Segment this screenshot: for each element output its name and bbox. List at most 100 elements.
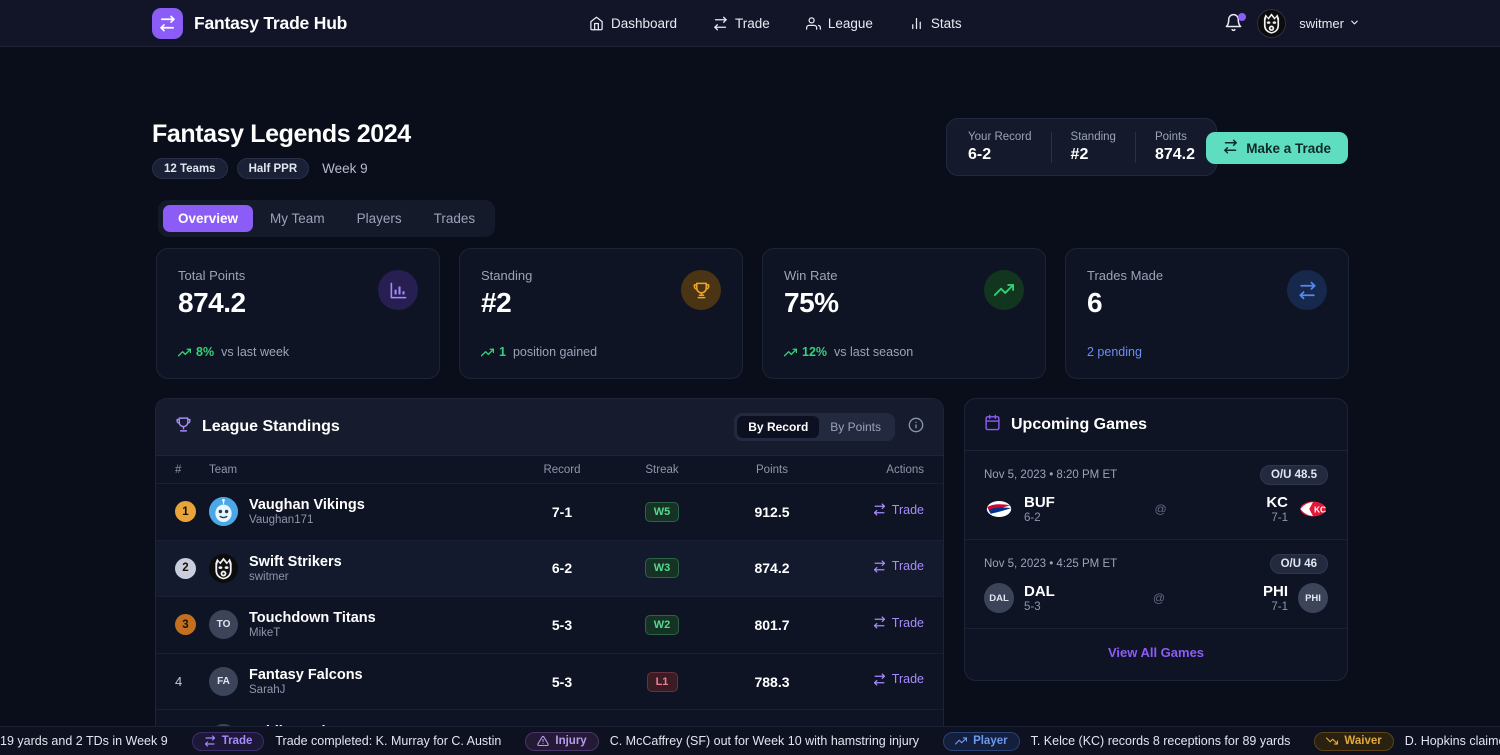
badge-label: Waiver: [1344, 735, 1382, 747]
trending-up-icon: [178, 348, 191, 356]
table-row[interactable]: 4 FA Fantasy Falcons SarahJ 5-3 L1 788.3 Trade: [156, 654, 943, 711]
trade-label: Trade: [891, 502, 924, 517]
tab-overview[interactable]: Overview: [163, 205, 254, 232]
table-row[interactable]: 1 Vaughan Vikings Vaughan171 7-1 W5 912.5 Trad…: [156, 484, 943, 541]
ticker-text: 19 yards and 2 TDs in Week 9: [0, 734, 168, 748]
svg-text:KC: KC: [1314, 504, 1326, 514]
rank-number: 4: [175, 673, 183, 689]
ticker-item[interactable]: 19 yards and 2 TDs in Week 9: [0, 734, 192, 748]
avatar[interactable]: [1257, 9, 1287, 38]
pending-trades-link[interactable]: 2 pending: [1087, 345, 1142, 359]
trade-label: Trade: [891, 672, 924, 687]
card-footer: 2 pending: [1087, 345, 1142, 359]
team-record: 5-3: [1024, 601, 1041, 613]
page-body: Fantasy Legends 2024 12 Teams Half PPR W…: [0, 47, 1500, 755]
nav-item-dashboard[interactable]: Dashboard: [589, 16, 677, 31]
streak-cell: W2: [612, 614, 712, 635]
table-row[interactable]: 3 TO Touchdown Titans MikeT 5-3 W2 801.7 Trade: [156, 597, 943, 654]
header-stat-your-record: Your Record 6-2: [967, 131, 1051, 164]
ticker-item[interactable]: Waiver D. Hopkins claimed off waivers: [1314, 731, 1500, 751]
game-row[interactable]: Nov 5, 2023 • 8:20 PM ET O/U 48.5 BUF 6-2 @ K…: [965, 451, 1347, 540]
trending-up-icon: [784, 348, 797, 356]
trophy-icon: [681, 270, 721, 310]
wolf-mascot-avatar: [1258, 10, 1286, 37]
at-symbol: @: [1152, 591, 1165, 605]
record-cell: 7-1: [551, 503, 573, 520]
home-info: PHI 7-1: [1263, 583, 1288, 613]
notifications-button[interactable]: [1224, 12, 1247, 35]
chiefs-logo-icon: KC: [1298, 494, 1328, 524]
home-team: KC 7-1 KC: [1266, 494, 1328, 524]
trade-swap-icon: [873, 503, 885, 516]
status-badge: W2: [644, 614, 680, 635]
nav-item-trade[interactable]: Trade: [713, 16, 770, 31]
news-ticker: 19 yards and 2 TDs in Week 9 Trade Trade c…: [0, 726, 1500, 755]
ticker-text: D. Hopkins claimed off waivers: [1404, 734, 1500, 748]
avatar-initials: FA: [217, 676, 230, 688]
upcoming-games-header: Upcoming Games: [965, 399, 1347, 451]
over-under-badge: O/U 46: [1269, 554, 1328, 574]
trade-swap-icon: [1287, 270, 1327, 310]
team-cell: TO Touchdown Titans MikeT: [209, 610, 512, 640]
ticker-badge-trade: Trade: [191, 731, 265, 751]
sort-by-points[interactable]: By Points: [830, 420, 881, 434]
card-foot-text: vs last week: [221, 345, 290, 359]
header-stat-strip: Your Record 6-2 Standing #2 Points 874.2: [946, 118, 1217, 176]
away-team: DAL DAL 5-3: [984, 583, 1055, 613]
trade-button[interactable]: Trade: [873, 616, 924, 630]
trending-up-icon: [481, 348, 494, 356]
home-info: KC 7-1: [1266, 494, 1288, 524]
username: switmer: [1299, 16, 1344, 31]
nav-item-league[interactable]: League: [805, 16, 873, 31]
rank-badge: 2: [175, 557, 196, 579]
divider: [1134, 131, 1136, 163]
home-team: PHI 7-1 PHI: [1263, 583, 1328, 613]
ticker-badge-waiver: Waiver: [1314, 731, 1394, 751]
status-badge: W3: [644, 558, 680, 579]
tab-bar: Overview My Team Players Trades: [158, 200, 496, 237]
tab-trades[interactable]: Trades: [433, 211, 476, 226]
user-menu[interactable]: switmer: [1299, 16, 1360, 31]
standings-column-headers: # Team Record Streak Points Actions: [156, 456, 943, 484]
points-cell: 788.3: [754, 673, 790, 690]
ticker-item[interactable]: Injury C. McCaffrey (SF) out for Week 10 …: [525, 731, 943, 751]
ticker-item[interactable]: Trade Trade completed: K. Murray for C. A…: [191, 731, 526, 751]
view-all-games-link[interactable]: View All Games: [1107, 645, 1205, 660]
info-circle-icon[interactable]: [908, 417, 924, 438]
team-identity: Touchdown Titans MikeT: [249, 610, 376, 639]
trending-up-icon: [955, 737, 968, 745]
team-identity: Vaughan Vikings Vaughan171: [249, 497, 365, 526]
col-team: Team: [209, 463, 238, 476]
avatar-initials: TO: [216, 619, 231, 631]
brand[interactable]: Fantasy Trade Hub: [152, 7, 347, 39]
trade-swap-icon: [873, 616, 885, 629]
team-name: Swift Strikers: [249, 553, 342, 570]
ticker-item[interactable]: Player T. Kelce (KC) records 8 receptions…: [943, 731, 1314, 751]
panel-title: League Standings: [202, 418, 340, 435]
warning-triangle-icon: [537, 735, 550, 747]
sort-by-record[interactable]: By Record: [737, 416, 820, 438]
game-row[interactable]: Nov 5, 2023 • 4:25 PM ET O/U 46 DAL DAL 5-3 @…: [965, 540, 1347, 629]
game-matchup: BUF 6-2 @ KC 7-1 KC: [984, 494, 1328, 524]
make-a-trade-button[interactable]: Make a Trade: [1206, 132, 1348, 164]
trade-swap-icon: [1223, 139, 1238, 157]
ticker-text: C. McCaffrey (SF) out for Week 10 with h…: [609, 734, 920, 748]
team-logo-icon: PHI: [1298, 583, 1328, 613]
bar-chart-icon: [378, 270, 418, 310]
trending-up-icon: [984, 270, 1024, 310]
trade-button[interactable]: Trade: [873, 559, 924, 573]
badge-label: Player: [973, 735, 1008, 747]
trade-button[interactable]: Trade: [873, 672, 924, 686]
col-points: Points: [756, 463, 788, 476]
table-row[interactable]: 2 Swift Strikers switmer 6-2 W3 874.2 Trade: [156, 540, 943, 598]
ticker-text: Trade completed: K. Murray for C. Austin: [275, 734, 502, 748]
stat-label: Points: [1154, 130, 1187, 143]
actions-cell: Trade: [832, 503, 924, 522]
away-info: BUF 6-2: [1024, 494, 1055, 524]
trade-button[interactable]: Trade: [873, 503, 924, 517]
tab-my-team[interactable]: My Team: [270, 211, 325, 226]
tab-players[interactable]: Players: [356, 211, 402, 226]
chip-teams: 12 Teams: [152, 158, 228, 179]
nav-item-stats[interactable]: Stats: [909, 16, 962, 31]
panel-title: Upcoming Games: [1011, 415, 1148, 433]
